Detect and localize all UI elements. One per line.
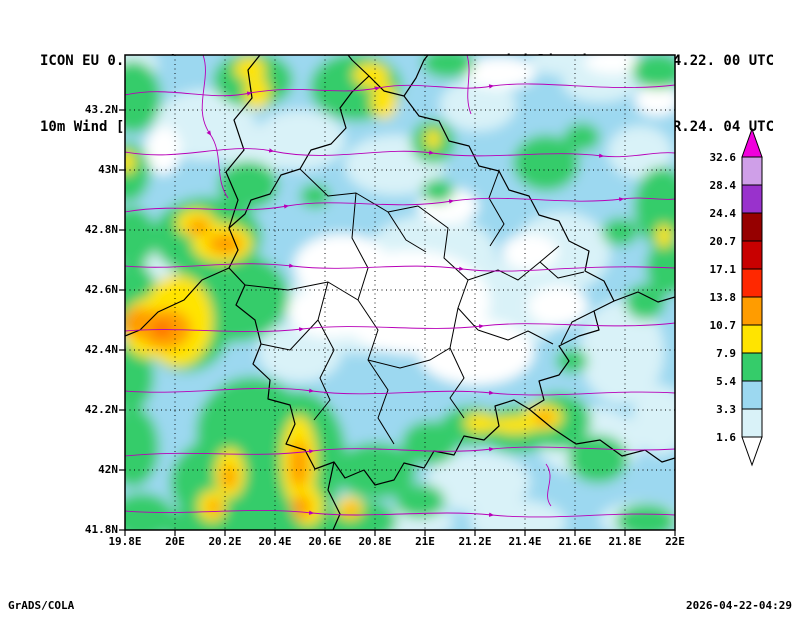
x-tick-label: 22E: [665, 535, 685, 548]
y-tick-label: 42.2N: [84, 403, 118, 416]
colorbar-level-label: 28.4: [709, 179, 737, 192]
y-tick-label: 42.6N: [84, 283, 118, 296]
y-tick-label: 42.4N: [84, 343, 118, 356]
x-tick-label: 20.8E: [358, 535, 392, 548]
plot-frame: [124, 54, 676, 531]
colorbar-segment: [741, 127, 763, 158]
grads-credit: GrADS/COLA: [8, 599, 75, 612]
colorbar-segment: [741, 156, 763, 186]
x-tick-label: 21.2E: [458, 535, 492, 548]
x-tick-label: 20.4E: [258, 535, 292, 548]
y-tick-label: 42N: [98, 463, 118, 476]
colorbar-segment: [741, 268, 763, 298]
colorbar-level-label: 10.7: [709, 319, 737, 332]
wind-streamlines: [125, 55, 675, 518]
colorbar-segment: [741, 380, 763, 410]
colorbar-level-label: 24.4: [709, 207, 737, 220]
x-tick-label: 19.8E: [108, 535, 142, 548]
colorbar-level-label: 17.1: [709, 263, 737, 276]
colorbar-segment: [741, 212, 763, 242]
colorbar-level-label: 3.3: [716, 403, 736, 416]
colorbar-level-label: 7.9: [716, 347, 736, 360]
colorbar: [741, 127, 763, 467]
x-tick-label: 20.6E: [308, 535, 342, 548]
y-tick-label: 41.8N: [84, 523, 118, 536]
colorbar-segment: [741, 352, 763, 382]
colorbar-segment: [741, 324, 763, 354]
colorbar-level-label: 20.7: [709, 235, 737, 248]
kosovo-border: [228, 75, 615, 486]
colorbar-segment: [741, 184, 763, 214]
y-tick-label: 42.8N: [84, 223, 118, 236]
colorbar-segment: [741, 408, 763, 438]
y-tick-label: 43N: [98, 163, 118, 176]
creation-timestamp: 2026-04-22-04:29: [686, 599, 792, 612]
colorbar-segment: [741, 296, 763, 326]
axis-tick-marks: [119, 109, 676, 536]
x-tick-label: 21.4E: [508, 535, 542, 548]
colorbar-level-label: 32.6: [709, 151, 737, 164]
colorbar-segment: [741, 436, 763, 467]
neighbor-country-borders: [125, 55, 675, 530]
x-tick-label: 20.2E: [208, 535, 242, 548]
wind-speed-field: [125, 55, 675, 530]
x-tick-label: 21.6E: [558, 535, 592, 548]
colorbar-level-label: 1.6: [716, 431, 736, 444]
x-tick-label: 21E: [415, 535, 435, 548]
x-tick-label: 20E: [165, 535, 185, 548]
colorbar-level-label: 5.4: [716, 375, 736, 388]
y-tick-label: 43.2N: [84, 103, 118, 116]
x-tick-label: 21.8E: [608, 535, 642, 548]
colorbar-segment: [741, 240, 763, 270]
colorbar-level-label: 13.8: [709, 291, 737, 304]
